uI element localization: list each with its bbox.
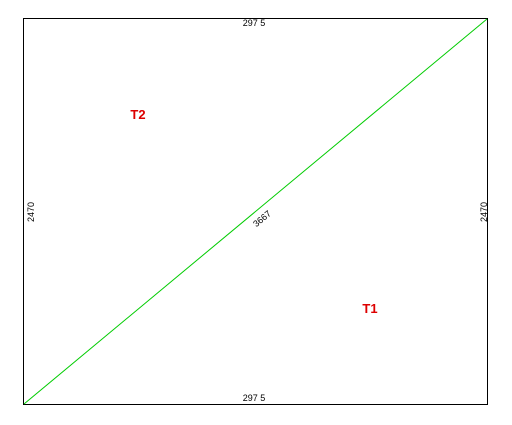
bottom-dimension-label: 297 5 <box>243 393 266 403</box>
region-label-t2: T2 <box>130 107 145 122</box>
diagonal-dimension-label: 3667 <box>251 208 273 229</box>
diagonal-cut-line <box>23 18 488 405</box>
left-dimension-label: 2470 <box>26 202 36 222</box>
region-label-t1: T1 <box>362 301 377 316</box>
panel-outline <box>23 18 488 405</box>
right-dimension-label: 2470 <box>479 202 489 222</box>
top-dimension-label: 297 5 <box>243 18 266 28</box>
